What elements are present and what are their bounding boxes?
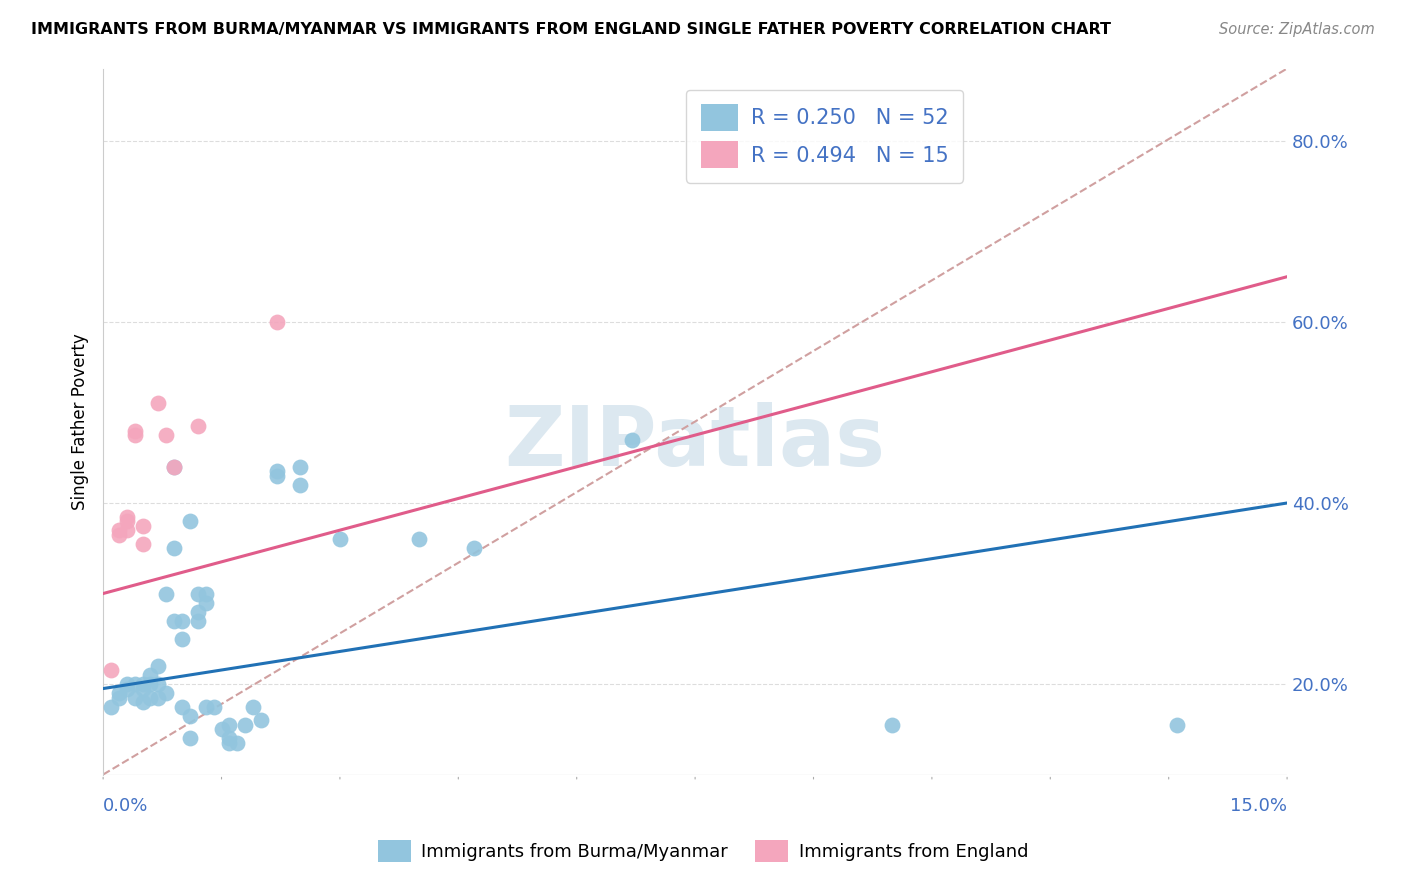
Point (266, 464, 288, 478)
Point (187, 614, 209, 628)
Point (170, 614, 193, 628)
Y-axis label: Single Father Poverty: Single Father Poverty (72, 333, 89, 510)
Point (131, 537, 153, 551)
Point (124, 428, 146, 442)
Point (131, 681, 153, 696)
Point (187, 419, 209, 434)
Point (148, 677, 170, 691)
Point (131, 518, 153, 533)
Point (179, 514, 201, 528)
Point (211, 723, 233, 737)
Text: 15.0%: 15.0% (1230, 797, 1286, 815)
Point (139, 668, 162, 682)
Point (620, 433, 643, 447)
Point (124, 424, 146, 438)
Point (266, 315, 288, 329)
Text: 0.0%: 0.0% (103, 797, 149, 815)
Point (163, 459, 186, 474)
Point (131, 677, 153, 691)
Point (148, 396, 170, 410)
Point (187, 586, 209, 600)
Point (100, 699, 122, 714)
Point (233, 718, 256, 732)
Point (139, 677, 162, 691)
Point (882, 718, 904, 732)
Point (463, 541, 485, 556)
Point (155, 686, 177, 700)
Point (163, 614, 186, 628)
Text: IMMIGRANTS FROM BURMA/MYANMAR VS IMMIGRANTS FROM ENGLAND SINGLE FATHER POVERTY C: IMMIGRANTS FROM BURMA/MYANMAR VS IMMIGRA… (31, 22, 1111, 37)
Point (242, 699, 264, 714)
Point (124, 690, 146, 705)
Point (170, 632, 193, 646)
Point (1166, 718, 1188, 732)
Point (179, 731, 201, 746)
Point (218, 736, 240, 750)
Point (202, 699, 225, 714)
Point (155, 586, 177, 600)
Point (100, 664, 122, 678)
Point (108, 690, 131, 705)
Point (218, 731, 240, 746)
Point (194, 586, 217, 600)
Point (108, 686, 131, 700)
Legend: Immigrants from Burma/Myanmar, Immigrants from England: Immigrants from Burma/Myanmar, Immigrant… (371, 833, 1035, 870)
Point (148, 659, 170, 673)
Point (408, 532, 430, 546)
Point (250, 713, 273, 727)
Point (179, 708, 201, 723)
Point (226, 736, 249, 750)
Point (139, 690, 162, 705)
Point (194, 699, 217, 714)
Point (155, 428, 177, 442)
Legend: R = 0.250   N = 52, R = 0.494   N = 15: R = 0.250 N = 52, R = 0.494 N = 15 (686, 89, 963, 183)
Point (290, 478, 312, 492)
Point (115, 509, 138, 524)
Point (131, 695, 153, 709)
Point (218, 718, 240, 732)
Point (148, 690, 170, 705)
Point (115, 677, 138, 691)
Point (108, 527, 131, 541)
Point (108, 523, 131, 537)
Text: ZIPatlas: ZIPatlas (505, 402, 886, 483)
Point (170, 699, 193, 714)
Text: Source: ZipAtlas.com: Source: ZipAtlas.com (1219, 22, 1375, 37)
Point (115, 523, 138, 537)
Point (163, 541, 186, 556)
Point (115, 681, 138, 696)
Point (124, 677, 146, 691)
Point (194, 596, 217, 610)
Point (163, 459, 186, 474)
Point (329, 532, 352, 546)
Point (266, 468, 288, 483)
Point (290, 459, 312, 474)
Point (115, 514, 138, 528)
Point (187, 605, 209, 619)
